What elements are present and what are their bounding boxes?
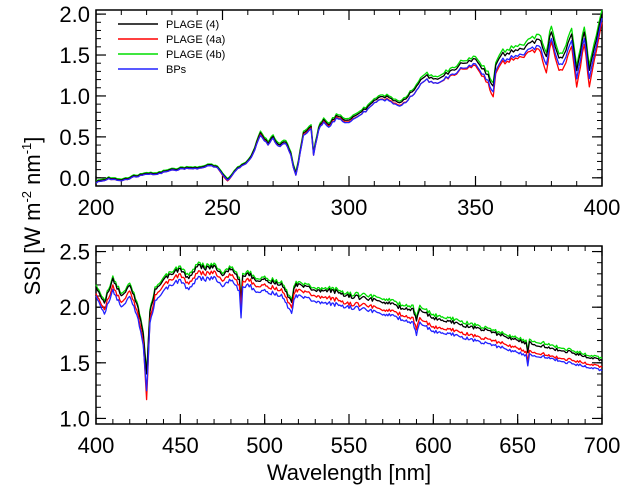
y-axis-title-sup2: -1 [19, 143, 34, 155]
x-tick-label: 550 [331, 433, 368, 458]
x-tick-label: 600 [415, 433, 452, 458]
y-axis-title-mid: nm [20, 154, 45, 191]
y-tick-label: 1.5 [59, 43, 90, 68]
legend-label: BPs [166, 64, 187, 76]
bottom-panel-lines [95, 261, 603, 401]
y-axis-title-sup1: -2 [19, 191, 34, 203]
x-axis-title: Wavelength [nm] [267, 460, 431, 485]
y-tick-label: 1.5 [59, 351, 90, 376]
top-panel-lines [95, 9, 603, 184]
y-tick-label: 2.5 [59, 240, 90, 265]
series-line-bps [95, 275, 603, 392]
y-tick-label: 2.0 [59, 295, 90, 320]
series-line-plage-4 [95, 263, 603, 375]
x-tick-label: 250 [204, 195, 241, 220]
y-tick-label: 0.0 [59, 166, 90, 191]
top-panel: 200 250 300 350 400 0.0 0.5 1.0 1.5 2.0 PLAGE (4)… [59, 2, 620, 220]
series-line-bps [95, 18, 603, 184]
x-tick-label: 350 [457, 195, 494, 220]
x-tick-label: 400 [78, 433, 115, 458]
x-tick-label: 200 [78, 195, 115, 220]
y-tick-label: 1.0 [59, 84, 90, 109]
series-line-plage-4b [95, 9, 603, 183]
legend-label: PLAGE (4) [166, 19, 219, 31]
y-tick-label: 2.0 [59, 2, 90, 27]
x-tick-label: 300 [331, 195, 368, 220]
y-axis-title: SSI [W m-2 nm-1] [19, 137, 45, 296]
y-axis-title-end: ] [20, 137, 45, 143]
y-tick-label: 0.5 [59, 125, 90, 150]
bottom-panel: 400 450 500 550 600 650 700 1.0 1.5 2.0 2.5 [59, 240, 620, 458]
legend-label: PLAGE (4a) [166, 34, 225, 46]
legend-label: PLAGE (4b) [166, 49, 225, 61]
x-tick-label: 450 [162, 433, 199, 458]
series-line-plage-4b [95, 261, 603, 373]
y-tick-label: 1.0 [59, 406, 90, 431]
x-tick-label: 400 [584, 195, 621, 220]
x-tick-label: 500 [246, 433, 283, 458]
legend: PLAGE (4) PLAGE (4a) PLAGE (4b) BPs [118, 19, 225, 76]
x-tick-label: 700 [584, 433, 621, 458]
bottom-panel-ticks: 400 450 500 550 600 650 700 1.0 1.5 2.0 2.5 [59, 240, 620, 458]
series-line-plage-4a [95, 270, 603, 401]
x-tick-label: 650 [499, 433, 536, 458]
y-axis-title-main: SSI [W m [20, 203, 45, 296]
series-line-plage-4 [95, 13, 603, 183]
